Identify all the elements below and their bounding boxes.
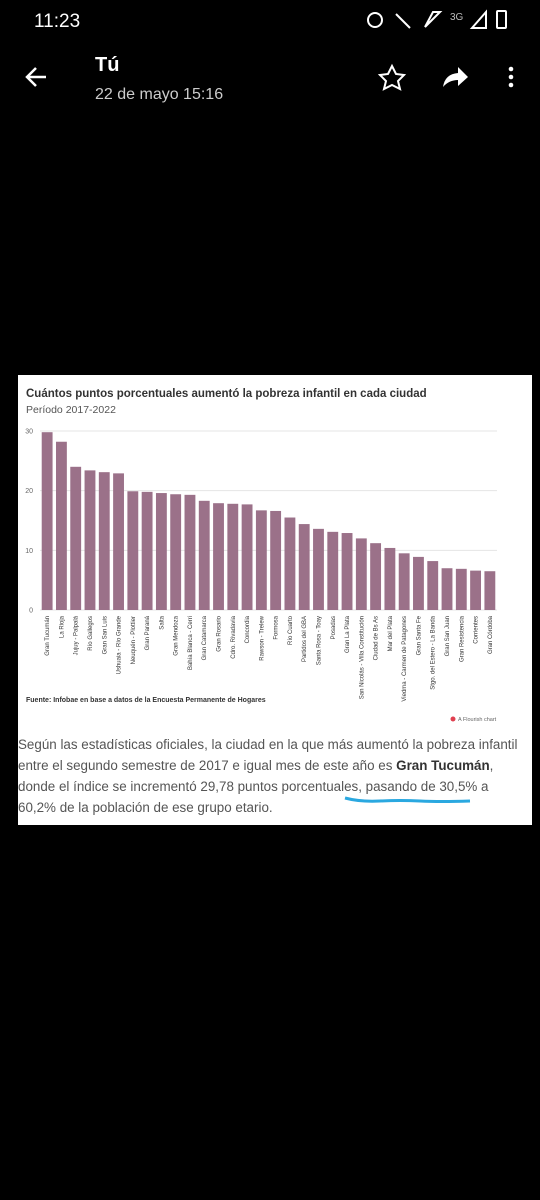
x-tick-label: San Nicolás - Villa Constitución	[359, 616, 365, 699]
bar	[198, 500, 210, 610]
x-tick-label: Corrientes	[474, 616, 480, 644]
y-tick-label: 20	[25, 488, 33, 495]
x-tick-label: Ciudad de Bs As	[374, 616, 380, 660]
x-tick-label: Rawson - Trelew	[259, 615, 265, 660]
x-tick-label: Mar del Plata	[388, 615, 394, 651]
bar	[470, 570, 482, 610]
text: Según las estadísticas oficiales, la ciu…	[18, 737, 518, 773]
status-time: 11:23	[34, 11, 80, 32]
bar	[84, 470, 96, 610]
chart-credit[interactable]: A Flourish chart	[458, 717, 497, 723]
credit-icon	[450, 716, 456, 722]
x-tick-label: Posadas	[331, 616, 337, 639]
bar	[427, 561, 439, 610]
bar	[70, 466, 82, 610]
x-tick-label: Gran San Luis	[102, 616, 108, 654]
chart-source: Fuente: Infobae en base a datos de la En…	[26, 697, 266, 704]
x-tick-label: Ushuaia - Río Grande	[117, 615, 123, 674]
x-tick-label: Viedma - Carmen de Patagones	[402, 616, 408, 702]
status-icons	[367, 9, 507, 29]
bar	[227, 503, 239, 610]
bar	[298, 524, 310, 610]
more-button[interactable]	[508, 66, 514, 88]
bar	[41, 432, 53, 610]
bar	[270, 510, 282, 610]
x-tick-label: Gran Paraná	[145, 615, 151, 650]
bar	[213, 503, 224, 610]
underline-annotation	[344, 796, 471, 803]
bar	[184, 494, 196, 610]
bar	[313, 528, 324, 610]
x-tick-label: Neuquén - Plottier	[131, 616, 137, 664]
bar	[413, 556, 424, 610]
y-tick-label: 10	[25, 548, 33, 555]
bar	[327, 531, 339, 610]
bar	[484, 571, 496, 610]
x-tick-label: Salta	[159, 615, 165, 629]
bar	[155, 493, 167, 610]
bar	[398, 553, 410, 610]
x-tick-label: Gran Santa Fe	[416, 615, 422, 655]
star-button[interactable]	[377, 63, 407, 91]
chart-title: Cuántos puntos porcentuales aumentó la p…	[26, 388, 427, 400]
bar	[284, 517, 296, 610]
bar	[241, 504, 253, 610]
x-tick-label: Jujuy - Palpalá	[74, 615, 80, 655]
bold-text: Gran Tucumán	[396, 758, 490, 773]
x-tick-label: Bahía Blanca - Cerri	[188, 616, 194, 670]
y-tick-label: 0	[29, 608, 33, 615]
bar	[170, 494, 182, 610]
bar	[127, 491, 139, 610]
x-tick-label: Gran Resistencia	[459, 615, 465, 662]
x-tick-label: Cdro. Rivadavia	[231, 615, 237, 658]
article-text: Según las estadísticas oficiales, la ciu…	[18, 734, 518, 818]
x-tick-label: Gran Rosario	[217, 615, 223, 651]
bar	[370, 543, 382, 610]
x-tick-label: Stgo. del Estero - La Banda	[431, 615, 437, 689]
chart-subtitle: Período 2017-2022	[26, 404, 116, 416]
bar	[141, 491, 153, 610]
x-tick-label: Formosa	[274, 615, 280, 639]
back-button[interactable]	[25, 67, 46, 87]
bar	[341, 533, 353, 610]
network: 3G	[450, 12, 464, 23]
share-button[interactable]	[443, 67, 468, 87]
x-tick-label: Gran La Plata	[345, 615, 351, 653]
x-tick-label: Gran Tucumán	[45, 616, 51, 656]
bar	[455, 568, 467, 610]
bar	[441, 568, 453, 610]
x-tick-label: Gran Catamarca	[202, 615, 208, 660]
text: , donde el índice se incrementó 29,78 pu…	[18, 758, 494, 815]
header-subtitle: 22 de mayo 15:16	[95, 86, 223, 103]
bar	[55, 441, 67, 610]
header-title: Tú	[95, 54, 119, 76]
x-tick-label: Concordia	[245, 615, 251, 643]
x-tick-label: Gran Córdoba	[488, 615, 494, 654]
x-tick-label: Río Gallegos	[88, 616, 94, 651]
x-tick-label: Gran Mendoza	[174, 615, 180, 655]
x-tick-label: Río Cuarto	[288, 615, 294, 645]
bar	[98, 472, 110, 610]
x-tick-label: Partidos del GBA	[302, 616, 308, 662]
bar	[113, 473, 124, 610]
x-tick-label: Gran San Juan	[445, 616, 451, 656]
bar	[355, 538, 367, 610]
bar	[384, 547, 396, 610]
x-tick-label: Santa Rosa - Toay	[316, 616, 322, 665]
x-tick-label: La Rioja	[59, 615, 65, 638]
y-tick-label: 30	[25, 429, 33, 436]
bar	[255, 510, 267, 610]
